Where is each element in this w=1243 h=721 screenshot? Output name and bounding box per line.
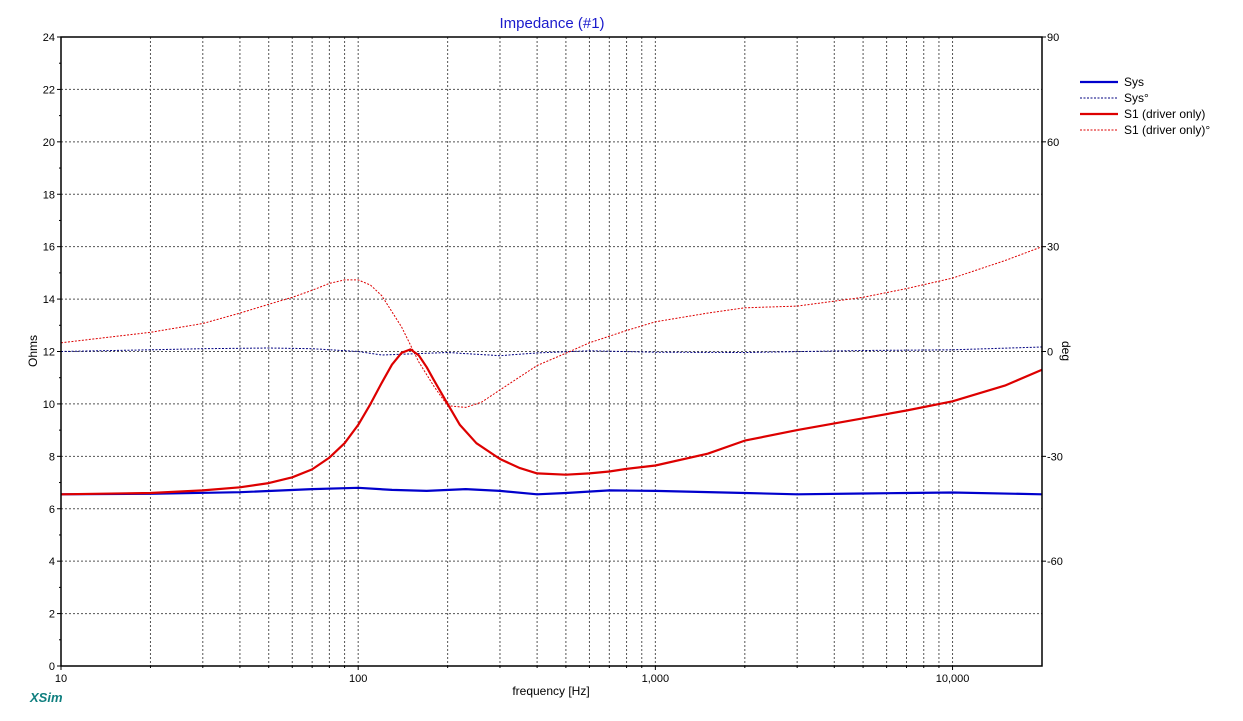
x-axis: 10 100 1,000 10,000 [55,666,969,685]
xsim-brand: XSim [29,690,63,705]
series-line-sys-phase [60,346,1043,357]
x-tick-label: 10,000 [936,673,970,685]
y2-tick-label: -30 [1047,451,1063,463]
y-axis-right: 90 60 30 0 -30 -60 [1042,32,1063,568]
y-tick-label: 16 [43,242,55,254]
y-tick-label: 0 [49,661,55,673]
y-tick-label: 10 [43,399,55,411]
x-axis-label: frequency [Hz] [512,684,589,698]
y-tick-label: 20 [43,137,55,149]
y-tick-label: 8 [49,451,55,463]
legend: Sys Sys° S1 (driver only) S1 (driver only)° [1080,75,1210,137]
series-line-s1-driver-only-phase [60,246,1043,408]
chart-title: Impedance (#1) [499,15,604,32]
y-axis-label: Ohms [26,335,40,367]
y2-axis-label: deg [1059,341,1073,361]
series-line-s1-driver-only [60,348,1043,496]
y2-tick-label: 30 [1047,242,1059,254]
grid-lines [61,37,1042,666]
legend-label: Sys [1124,75,1144,89]
y-tick-label: 18 [43,189,55,201]
y2-tick-label: 0 [1047,347,1053,359]
y-tick-label: 12 [43,347,55,359]
legend-label: S1 (driver only)° [1124,123,1210,137]
y2-tick-label: 90 [1047,32,1059,44]
y-tick-label: 6 [49,504,55,516]
legend-label: Sys° [1124,91,1149,105]
series-line-sys [60,486,1043,496]
y2-tick-label: -60 [1047,556,1063,568]
y2-tick-label: 60 [1047,137,1059,149]
x-tick-label: 10 [55,673,67,685]
y-tick-label: 4 [49,556,55,568]
x-tick-label: 1,000 [642,673,670,685]
y-tick-label: 14 [43,294,55,306]
y-tick-label: 24 [43,32,55,44]
y-tick-label: 22 [43,84,55,96]
x-tick-label: 100 [349,673,367,685]
legend-label: S1 (driver only) [1124,107,1205,121]
y-tick-label: 2 [49,609,55,621]
series-layer [60,246,1043,496]
